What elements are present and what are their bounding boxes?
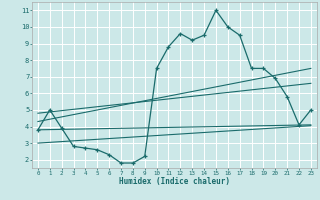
X-axis label: Humidex (Indice chaleur): Humidex (Indice chaleur) — [119, 177, 230, 186]
